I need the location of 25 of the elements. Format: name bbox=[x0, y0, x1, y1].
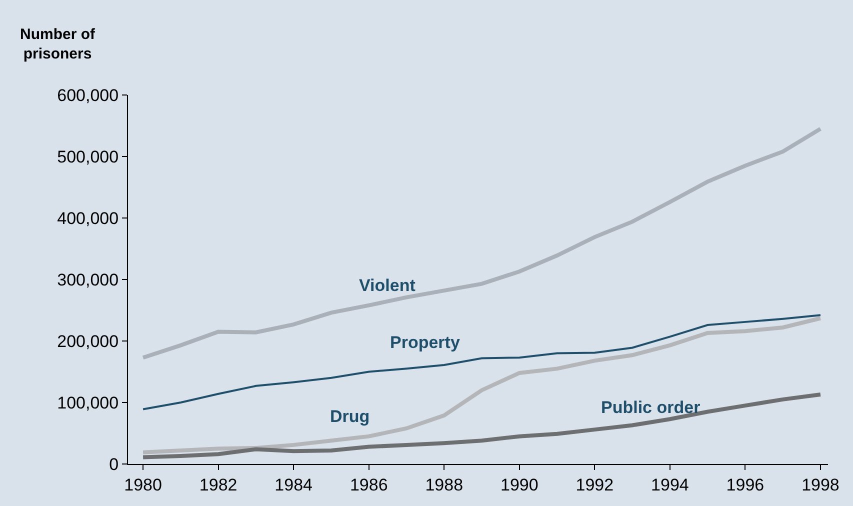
series-label: Drug bbox=[330, 407, 370, 426]
x-tick-label: 1980 bbox=[124, 475, 162, 494]
series-label: Property bbox=[390, 333, 460, 352]
line-series bbox=[141, 126, 822, 360]
x-tick-label: 1994 bbox=[651, 475, 689, 494]
y-tick-label: 100,000 bbox=[57, 393, 119, 412]
y-tick-label: 500,000 bbox=[57, 147, 119, 166]
series-label: Violent bbox=[359, 276, 416, 295]
line-series bbox=[141, 392, 822, 460]
y-tick-label: 600,000 bbox=[57, 86, 119, 105]
x-tick-label: 1986 bbox=[350, 475, 388, 494]
x-tick-label: 1982 bbox=[199, 475, 238, 494]
x-tick-label: 1988 bbox=[425, 475, 464, 494]
y-tick-label: 200,000 bbox=[57, 332, 119, 351]
y-axis-title: Number of prisoners bbox=[20, 26, 96, 62]
x-tick-label: 1996 bbox=[726, 475, 764, 494]
y-tick-label: 400,000 bbox=[57, 208, 119, 228]
x-tick-label: 1998 bbox=[802, 475, 840, 494]
y-tick-label: 0 bbox=[109, 454, 119, 474]
x-tick-label: 1992 bbox=[576, 475, 614, 494]
line-series bbox=[141, 316, 822, 454]
x-tick-label: 1984 bbox=[274, 475, 313, 494]
y-tick-label: 300,000 bbox=[57, 270, 119, 290]
series-label: Public order bbox=[601, 398, 701, 417]
x-tick-label: 1990 bbox=[500, 475, 538, 494]
